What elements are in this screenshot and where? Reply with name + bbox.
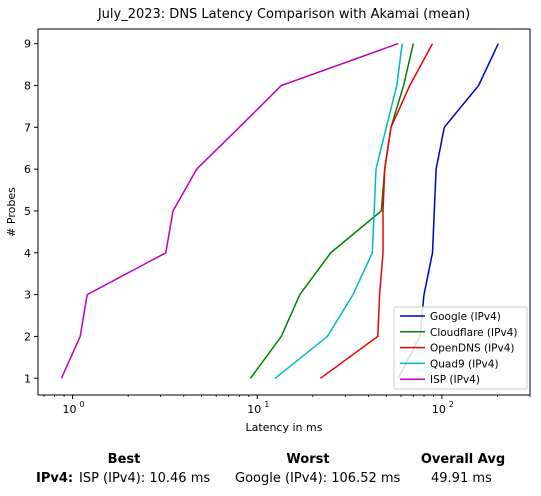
plot-area — [37, 28, 531, 396]
x-tick-label: 10 — [432, 403, 446, 416]
overall-avg-header: Overall Avg — [420, 452, 506, 467]
legend-entry-2: OpenDNS (IPv4) — [430, 343, 515, 355]
latency-chart: July_2023: DNS Latency Comparison with A… — [5, 7, 531, 434]
legend-entry-0: Google (IPv4) — [430, 311, 501, 323]
y-tick-label: 4 — [24, 247, 31, 260]
overall-avg-value: 49.91 ms — [431, 471, 492, 486]
series-line-3 — [274, 43, 403, 379]
y-tick-label: 9 — [24, 38, 31, 51]
y-tick-label: 7 — [24, 121, 31, 134]
legend-entry-3: Quad9 (IPv4) — [430, 358, 499, 370]
chart-title: July_2023: DNS Latency Comparison with A… — [97, 7, 470, 22]
x-tick-exponent: 1 — [264, 400, 269, 409]
y-axis-label: # Probes — [5, 187, 18, 237]
legend-box — [393, 306, 528, 390]
worst-value: Google (IPv4): 106.52 ms — [235, 471, 401, 486]
y-tick-label: 6 — [24, 163, 31, 176]
series-layer — [60, 42, 499, 379]
best-value: ISP (IPv4): 10.46 ms — [79, 471, 211, 486]
y-tick-label: 8 — [24, 79, 31, 92]
row-label-text: IPv4 — [36, 471, 68, 486]
worst-header: Worst — [286, 452, 330, 467]
x-tick-label: 10 — [63, 403, 77, 416]
series-line-1 — [249, 43, 415, 379]
legend: Google (IPv4) Cloudflare (IPv4) OpenDNS (I… — [393, 306, 528, 390]
summary-row-label: IPv4: — [36, 471, 73, 486]
x-tick-exponent: 2 — [449, 400, 454, 409]
x-tick-exponent: 0 — [80, 400, 85, 409]
y-tick-label: 1 — [24, 372, 31, 385]
best-header: Best — [107, 452, 141, 467]
series-line-2 — [320, 43, 434, 379]
x-tick-label: 10 — [247, 403, 261, 416]
y-tick-label: 3 — [24, 289, 31, 302]
row-label-colon: : — [67, 471, 74, 486]
legend-entry-1: Cloudflare (IPv4) — [430, 327, 517, 339]
x-axis-label: Latency in ms — [246, 421, 323, 434]
y-tick-label: 5 — [24, 205, 31, 218]
y-tick-label: 2 — [24, 330, 31, 343]
series-line-4 — [60, 42, 399, 379]
legend-entry-4: ISP (IPv4) — [430, 374, 480, 386]
